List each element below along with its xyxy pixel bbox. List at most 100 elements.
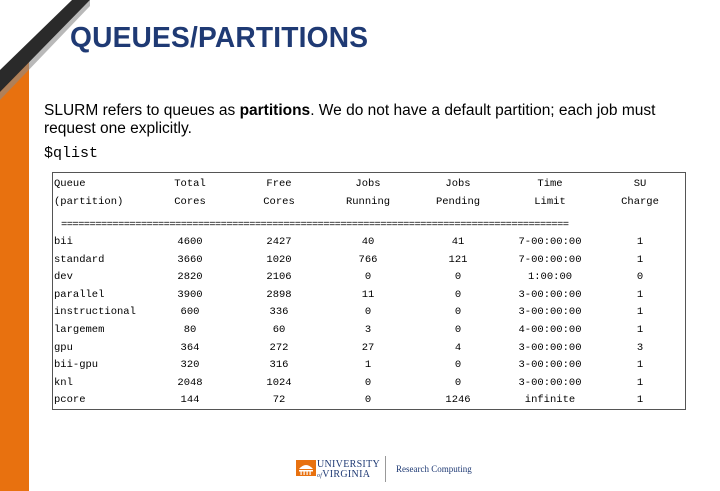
table-row: bii 4600 2427 40 41 7-00:00:00 1 bbox=[53, 236, 685, 250]
table-cell: largemem bbox=[54, 324, 105, 336]
table-row: pcore 144 72 0 1246 infinite 1 bbox=[53, 394, 685, 408]
table-cell: 766 bbox=[358, 253, 378, 266]
slide-title: QUEUES/PARTITIONS bbox=[70, 22, 369, 54]
rotunda-logo-icon bbox=[296, 460, 316, 476]
header-cell: Pending bbox=[435, 196, 481, 208]
logo-of: of bbox=[317, 473, 323, 479]
corner-decoration bbox=[0, 0, 90, 100]
intro-bold: partitions bbox=[239, 102, 311, 119]
table-cell: 1 bbox=[364, 359, 372, 372]
table-cell: 0 bbox=[364, 306, 372, 319]
table-cell: bii bbox=[54, 236, 73, 248]
dept-name: Research Computing bbox=[396, 464, 472, 474]
footer-divider bbox=[385, 456, 386, 482]
table-cell: 0 bbox=[454, 359, 462, 372]
table-cell: 41 bbox=[451, 236, 465, 248]
table-cell: 1020 bbox=[266, 253, 292, 266]
table-cell: 0 bbox=[454, 306, 462, 319]
table-cell: 0 bbox=[454, 376, 462, 389]
table-cell: 1 bbox=[636, 394, 644, 407]
intro-prefix: SLURM refers to queues as bbox=[44, 102, 240, 119]
table-cell: 3 bbox=[364, 324, 372, 336]
header-cell: Charge bbox=[621, 196, 659, 208]
table-cell: 3-00:00:00 bbox=[518, 359, 582, 372]
header-cell: Limit bbox=[534, 196, 566, 208]
table-cell: dev bbox=[54, 271, 73, 284]
table-cell: 7-00:00:00 bbox=[518, 253, 582, 266]
table-cell: 364 bbox=[180, 341, 200, 354]
header-cell: Cores bbox=[263, 196, 295, 208]
table-cell: infinite bbox=[524, 394, 576, 407]
header-cell: (partition) bbox=[54, 196, 124, 208]
table-cell: 320 bbox=[180, 359, 200, 372]
header-cell: SU bbox=[633, 178, 647, 190]
table-cell: 336 bbox=[269, 306, 289, 319]
table-cell: 272 bbox=[269, 341, 289, 354]
table-cell: 1 bbox=[636, 306, 644, 319]
table-row: parallel 3900 2898 11 0 3-00:00:00 1 bbox=[53, 289, 685, 303]
table-cell: 3660 bbox=[177, 253, 203, 266]
table-row: instructional 600 336 0 0 3-00:00:00 1 bbox=[53, 306, 685, 320]
table-cell: 1:00:00 bbox=[527, 271, 573, 284]
table-cell: 1 bbox=[636, 236, 644, 248]
intro-suffix: . We do not have a default partition; ea… bbox=[44, 102, 656, 137]
table-cell: 40 bbox=[361, 236, 375, 248]
table-cell: 60 bbox=[272, 324, 286, 336]
table-cell: 7-00:00:00 bbox=[518, 236, 582, 248]
table-cell: standard bbox=[54, 253, 105, 266]
table-cell: 2106 bbox=[266, 271, 292, 284]
table-cell: 1 bbox=[636, 359, 644, 372]
table-cell: pcore bbox=[54, 394, 86, 407]
table-cell: 3900 bbox=[177, 288, 203, 301]
header-cell: Jobs bbox=[445, 178, 471, 190]
table-cell: parallel bbox=[54, 288, 105, 301]
table-cell: 11 bbox=[361, 288, 375, 301]
table-cell: 0 bbox=[454, 324, 462, 336]
table-cell: gpu bbox=[54, 341, 73, 354]
table-cell: 1246 bbox=[445, 394, 471, 407]
table-cell: 3-00:00:00 bbox=[518, 341, 582, 354]
header-cell: Time bbox=[537, 178, 563, 190]
table-row: standard 3660 1020 766 121 7-00:00:00 1 bbox=[53, 254, 685, 268]
header-cell: Total bbox=[174, 178, 206, 190]
table-cell: 600 bbox=[180, 306, 200, 319]
logo-virginia-text: VIRGINIA bbox=[322, 469, 371, 480]
table-cell: 3-00:00:00 bbox=[518, 306, 582, 319]
table-cell: 80 bbox=[183, 324, 197, 336]
table-cell: 2898 bbox=[266, 288, 292, 301]
header-cell: Jobs bbox=[355, 178, 381, 190]
table-cell: 4 bbox=[454, 341, 462, 354]
qlist-output-table: Queue Total Free Jobs Jobs Time SU (part… bbox=[52, 172, 686, 410]
table-cell: 0 bbox=[636, 271, 644, 284]
table-row: gpu 364 272 27 4 3-00:00:00 3 bbox=[53, 342, 685, 356]
header-cell: Running bbox=[345, 196, 391, 208]
table-cell: 2427 bbox=[266, 236, 292, 248]
header-row-2: (partition) Cores Cores Running Pending … bbox=[53, 196, 685, 210]
table-cell: 1 bbox=[636, 376, 644, 389]
table-cell: 1 bbox=[636, 253, 644, 266]
table-cell: 0 bbox=[364, 394, 372, 407]
table-cell: instructional bbox=[54, 306, 136, 319]
table-cell: 0 bbox=[454, 288, 462, 301]
table-cell: 3 bbox=[636, 341, 644, 354]
table-cell: knl bbox=[54, 376, 73, 389]
command-text: $qlist bbox=[44, 145, 99, 162]
table-row: knl 2048 1024 0 0 3-00:00:00 1 bbox=[53, 377, 685, 391]
table-cell: 72 bbox=[272, 394, 286, 407]
table-row: dev 2820 2106 0 0 1:00:00 0 bbox=[53, 271, 685, 285]
header-cell: Cores bbox=[174, 196, 206, 208]
table-cell: 0 bbox=[364, 376, 372, 389]
table-cell: 2048 bbox=[177, 376, 203, 389]
table-cell: 0 bbox=[364, 271, 372, 284]
separator-rule: ========================================… bbox=[61, 219, 569, 231]
table-cell: 316 bbox=[269, 359, 289, 372]
table-cell: 1 bbox=[636, 288, 644, 301]
table-cell: 3-00:00:00 bbox=[518, 376, 582, 389]
table-row: bii-gpu 320 316 1 0 3-00:00:00 1 bbox=[53, 359, 685, 373]
table-cell: 1 bbox=[636, 324, 644, 336]
table-cell: 3-00:00:00 bbox=[518, 288, 582, 301]
table-cell: 4-00:00:00 bbox=[518, 324, 582, 336]
logo-university: UNIVERSITY bbox=[317, 459, 380, 470]
table-cell: 121 bbox=[448, 253, 468, 266]
footer: UNIVERSITY ofVIRGINIA Research Computing bbox=[296, 456, 496, 482]
